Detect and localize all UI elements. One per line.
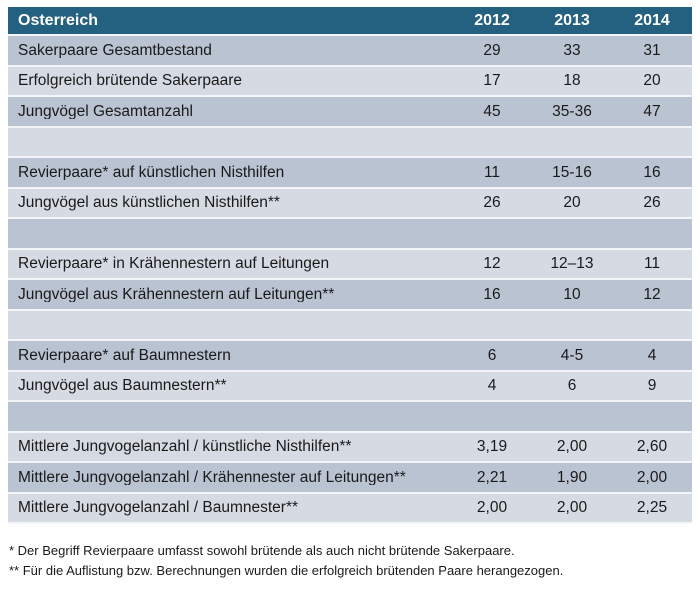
table-header-row: Österreich 2012 2013 2014 bbox=[8, 7, 692, 36]
value-2012: 4 bbox=[487, 377, 497, 394]
row-label: Mittlere Jungvogelanzahl / Krähennester … bbox=[18, 469, 406, 485]
value-2013: 15-16 bbox=[552, 163, 592, 181]
value-2012: 45 bbox=[483, 102, 501, 120]
value-2014: 4 bbox=[647, 346, 657, 364]
value-2013: 4-5 bbox=[560, 346, 584, 364]
row-label: Jungvögel aus Baumnestern** bbox=[18, 378, 227, 394]
value-2014: 16 bbox=[643, 163, 661, 181]
value-2012: 2,00 bbox=[476, 499, 508, 516]
value-2014: 31 bbox=[643, 41, 661, 59]
value-2012: 11 bbox=[483, 163, 501, 181]
spacer-row bbox=[8, 310, 692, 341]
value-2013: 18 bbox=[563, 72, 581, 89]
table-row: Mittlere Jungvogelanzahl / künstliche Ni… bbox=[8, 432, 692, 463]
value-2014: 11 bbox=[643, 255, 661, 272]
value-2013: 12–13 bbox=[550, 255, 594, 272]
table-row: Jungvögel aus künstlichen Nisthilfen** 2… bbox=[8, 188, 692, 219]
value-2012: 2,21 bbox=[476, 468, 508, 486]
value-2014: 26 bbox=[643, 194, 661, 211]
value-2013: 10 bbox=[563, 285, 581, 303]
value-2014: 2,25 bbox=[636, 499, 668, 516]
value-2014: 9 bbox=[647, 377, 657, 394]
table-row: Jungvögel Gesamtanzahl 45 35-36 47 bbox=[8, 97, 692, 128]
footnote-revierpaare: * Der Begriff Revierpaare umfasst sowohl… bbox=[9, 543, 515, 558]
value-2012: 26 bbox=[483, 194, 501, 211]
spacer-row bbox=[8, 402, 692, 433]
value-2013: 33 bbox=[563, 41, 581, 59]
value-2012: 16 bbox=[483, 285, 501, 303]
value-2013: 1,90 bbox=[556, 468, 588, 486]
table-row: Revierpaare* in Krähennestern auf Leitun… bbox=[8, 249, 692, 280]
header-year-2013: 2013 bbox=[554, 11, 590, 29]
value-2012: 17 bbox=[483, 72, 501, 89]
footnotes: * Der Begriff Revierpaare umfasst sowohl… bbox=[8, 541, 692, 581]
value-2012: 12 bbox=[483, 255, 501, 272]
data-table: Österreich 2012 2013 2014 Sakerpaare Ges… bbox=[8, 7, 692, 524]
value-2014: 47 bbox=[643, 102, 661, 120]
value-2012: 3,19 bbox=[476, 438, 508, 455]
footnote-auflistung: ** Für die Auflistung bzw. Berechnungen … bbox=[9, 563, 564, 578]
row-label: Erfolgreich brütende Sakerpaare bbox=[18, 73, 243, 89]
header-year-2014: 2014 bbox=[634, 11, 670, 29]
row-label: Revierpaare* auf künstlichen Nisthilfen bbox=[18, 164, 285, 180]
table-row: Mittlere Jungvogelanzahl / Krähennester … bbox=[8, 463, 692, 494]
row-label: Mittlere Jungvogelanzahl / Baumnester** bbox=[18, 500, 299, 516]
spacer-row bbox=[8, 127, 692, 158]
header-year-2012: 2012 bbox=[474, 11, 510, 29]
value-2014: 2,60 bbox=[636, 438, 668, 455]
value-2014: 20 bbox=[643, 72, 661, 89]
spacer-row bbox=[8, 219, 692, 250]
value-2013: 2,00 bbox=[556, 499, 588, 516]
row-label: Revierpaare* auf Baumnestern bbox=[18, 347, 231, 363]
row-label: Mittlere Jungvogelanzahl / künstliche Ni… bbox=[18, 439, 352, 455]
value-2012: 29 bbox=[483, 41, 501, 59]
row-label: Jungvögel aus künstlichen Nisthilfen** bbox=[18, 195, 280, 211]
table-row: Erfolgreich brütende Sakerpaare 17 18 20 bbox=[8, 66, 692, 97]
table-row: Revierpaare* auf Baumnestern 6 4-5 4 bbox=[8, 341, 692, 372]
value-2013: 35-36 bbox=[552, 102, 592, 120]
table-row: Revierpaare* auf künstlichen Nisthilfen … bbox=[8, 158, 692, 189]
value-2014: 12 bbox=[643, 285, 661, 303]
table-row: Jungvögel aus Baumnestern** 4 6 9 bbox=[8, 371, 692, 402]
page: Österreich 2012 2013 2014 Sakerpaare Ges… bbox=[8, 7, 692, 581]
row-label: Revierpaare* in Krähennestern auf Leitun… bbox=[18, 256, 330, 272]
value-2013: 6 bbox=[567, 377, 577, 394]
row-label: Jungvögel aus Krähennestern auf Leitunge… bbox=[18, 286, 335, 302]
table-row: Sakerpaare Gesamtbestand 29 33 31 bbox=[8, 36, 692, 67]
value-2013: 2,00 bbox=[556, 438, 588, 455]
table-row: Mittlere Jungvogelanzahl / Baumnester** … bbox=[8, 493, 692, 524]
value-2012: 6 bbox=[487, 346, 497, 364]
row-label: Jungvögel Gesamtanzahl bbox=[18, 103, 193, 119]
value-2014: 2,00 bbox=[636, 468, 668, 486]
value-2013: 20 bbox=[563, 194, 581, 211]
header-title: Österreich bbox=[18, 12, 99, 29]
row-label: Sakerpaare Gesamtbestand bbox=[18, 42, 212, 58]
table-row: Jungvögel aus Krähennestern auf Leitunge… bbox=[8, 280, 692, 311]
